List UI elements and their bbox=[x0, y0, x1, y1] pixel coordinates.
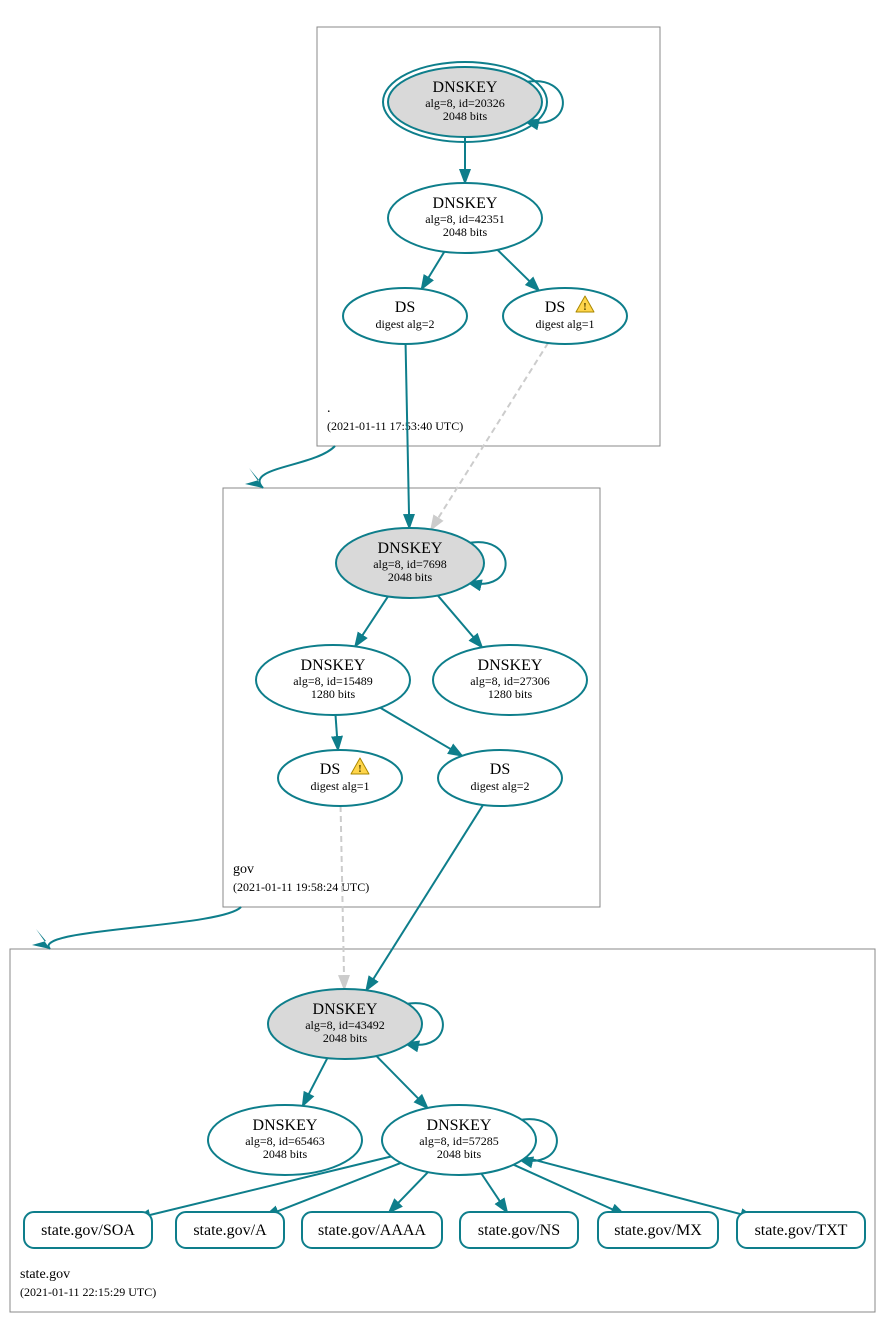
node-state-zsk1: DNSKEYalg=8, id=654632048 bits bbox=[208, 1105, 362, 1175]
node-line3: 2048 bits bbox=[437, 1147, 482, 1161]
node-line2: alg=8, id=27306 bbox=[470, 674, 550, 688]
rrset-label: state.gov/TXT bbox=[755, 1222, 848, 1239]
zone-label-root: . bbox=[327, 401, 331, 416]
edge bbox=[303, 1058, 328, 1106]
node-gov-zsk2: DNSKEYalg=8, id=273061280 bits bbox=[433, 645, 587, 715]
rrset-label: state.gov/A bbox=[193, 1222, 267, 1239]
svg-text:!: ! bbox=[358, 763, 362, 775]
node-line2: alg=8, id=7698 bbox=[373, 557, 447, 571]
svg-text:!: ! bbox=[583, 301, 587, 313]
node-title: DNSKEY bbox=[253, 1117, 318, 1134]
zone-timestamp-stategov: (2021-01-11 22:15:29 UTC) bbox=[20, 1285, 156, 1299]
node-line2: alg=8, id=43492 bbox=[305, 1018, 385, 1032]
rrset-rr-soa: state.gov/SOA bbox=[24, 1212, 152, 1248]
node-title: DS bbox=[545, 299, 565, 316]
node-line2: digest alg=1 bbox=[310, 779, 369, 793]
node-line2: alg=8, id=15489 bbox=[293, 674, 373, 688]
node-title: DNSKEY bbox=[433, 195, 498, 212]
node-root-ksk: DNSKEYalg=8, id=203262048 bits bbox=[383, 62, 547, 142]
node-line2: alg=8, id=65463 bbox=[245, 1134, 325, 1148]
node-gov-zsk1: DNSKEYalg=8, id=154891280 bits bbox=[256, 645, 410, 715]
node-line3: 2048 bits bbox=[388, 570, 433, 584]
node-title: DNSKEY bbox=[427, 1117, 492, 1134]
node-line3: 2048 bits bbox=[263, 1147, 308, 1161]
node-line2: digest alg=1 bbox=[535, 317, 594, 331]
rrset-rr-mx: state.gov/MX bbox=[598, 1212, 718, 1248]
node-title: DS bbox=[490, 761, 510, 778]
node-line3: 1280 bits bbox=[488, 687, 533, 701]
node-gov-ksk: DNSKEYalg=8, id=76982048 bits bbox=[336, 528, 484, 598]
rrset-rr-aaaa: state.gov/AAAA bbox=[302, 1212, 442, 1248]
zone-label-gov: gov bbox=[233, 862, 254, 877]
edge bbox=[366, 805, 483, 990]
edge bbox=[526, 1158, 755, 1218]
node-gov-ds2: DSdigest alg=2 bbox=[438, 750, 562, 806]
node-title: DNSKEY bbox=[433, 79, 498, 96]
node-title: DNSKEY bbox=[313, 1001, 378, 1018]
node-line2: alg=8, id=42351 bbox=[425, 212, 505, 226]
zone-timestamp-root: (2021-01-11 17:53:40 UTC) bbox=[327, 419, 463, 433]
node-title: DS bbox=[395, 299, 415, 316]
node-root-ds1: DSdigest alg=1! bbox=[503, 288, 627, 344]
node-gov-ds1: DSdigest alg=1! bbox=[278, 750, 402, 806]
node-line3: 2048 bits bbox=[443, 109, 488, 123]
rrset-rr-txt: state.gov/TXT bbox=[737, 1212, 865, 1248]
edge bbox=[355, 596, 388, 646]
edge bbox=[376, 1056, 427, 1108]
edge bbox=[431, 343, 548, 530]
edge bbox=[406, 344, 410, 528]
node-state-zsk2: DNSKEYalg=8, id=572852048 bits bbox=[382, 1105, 536, 1175]
node-root-zsk: DNSKEYalg=8, id=423512048 bits bbox=[388, 183, 542, 253]
edge bbox=[389, 1172, 428, 1212]
node-title: DNSKEY bbox=[301, 657, 366, 674]
node-title: DNSKEY bbox=[478, 657, 543, 674]
edge bbox=[335, 715, 338, 750]
edge bbox=[422, 252, 445, 289]
edge bbox=[380, 708, 462, 756]
edge bbox=[514, 1165, 625, 1215]
node-line2: digest alg=2 bbox=[470, 779, 529, 793]
rrset-rr-a: state.gov/A bbox=[176, 1212, 284, 1248]
node-title: DNSKEY bbox=[378, 540, 443, 557]
rrset-label: state.gov/MX bbox=[614, 1222, 702, 1239]
edge bbox=[497, 250, 539, 291]
node-root-ds2: DSdigest alg=2 bbox=[343, 288, 467, 344]
dnssec-diagram: . (2021-01-11 17:53:40 UTC) gov (2021-01-11… bbox=[0, 0, 885, 1320]
node-line3: 2048 bits bbox=[323, 1031, 368, 1045]
edge bbox=[438, 595, 482, 647]
rrset-label: state.gov/AAAA bbox=[318, 1222, 426, 1239]
node-state-ksk: DNSKEYalg=8, id=434922048 bits bbox=[268, 989, 422, 1059]
node-title: DS bbox=[320, 761, 340, 778]
rrset-rr-ns: state.gov/NS bbox=[460, 1212, 578, 1248]
node-line3: 2048 bits bbox=[443, 225, 488, 239]
node-line2: alg=8, id=57285 bbox=[419, 1134, 499, 1148]
edge bbox=[481, 1173, 507, 1212]
zone-timestamp-gov: (2021-01-11 19:58:24 UTC) bbox=[233, 880, 369, 894]
rrset-label: state.gov/NS bbox=[478, 1222, 560, 1239]
node-line3: 1280 bits bbox=[311, 687, 356, 701]
zone-label-stategov: state.gov bbox=[20, 1267, 70, 1282]
node-line2: digest alg=2 bbox=[375, 317, 434, 331]
node-line2: alg=8, id=20326 bbox=[425, 96, 505, 110]
edge bbox=[341, 806, 345, 989]
rrset-label: state.gov/SOA bbox=[41, 1222, 135, 1239]
